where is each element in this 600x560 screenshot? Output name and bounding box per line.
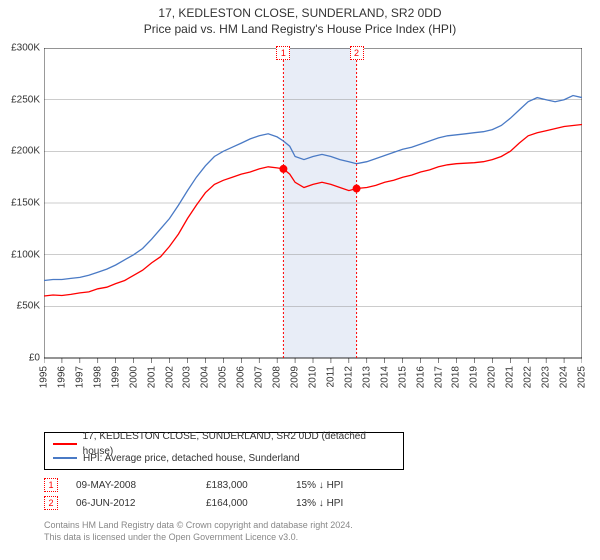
sale-marker-top-icon: 2 <box>350 46 364 60</box>
sales-row: 1 09-MAY-2008 £183,000 15% ↓ HPI <box>44 476 386 494</box>
x-tick-label: 1997 <box>74 366 85 388</box>
x-tick-label: 2010 <box>308 366 319 388</box>
x-tick-label: 2002 <box>164 366 175 388</box>
legend-row: 17, KEDLESTON CLOSE, SUNDERLAND, SR2 0DD… <box>53 437 395 451</box>
y-tick-label: £50K <box>0 301 40 312</box>
chart-svg <box>44 48 582 388</box>
sales-table: 1 09-MAY-2008 £183,000 15% ↓ HPI 2 06-JU… <box>44 476 386 512</box>
x-tick-label: 2003 <box>182 366 193 388</box>
legend-swatch <box>53 457 77 459</box>
x-tick-label: 2011 <box>325 366 336 388</box>
footer-line: This data is licensed under the Open Gov… <box>44 532 353 544</box>
x-tick-label: 2012 <box>343 366 354 388</box>
x-tick-label: 2024 <box>559 366 570 388</box>
x-tick-label: 1998 <box>92 366 103 388</box>
x-tick-label: 1996 <box>56 366 67 388</box>
legend-box: 17, KEDLESTON CLOSE, SUNDERLAND, SR2 0DD… <box>44 432 404 470</box>
y-tick-label: £150K <box>0 198 40 209</box>
sale-diff: 13% ↓ HPI <box>296 498 386 509</box>
footer-line: Contains HM Land Registry data © Crown c… <box>44 520 353 532</box>
x-tick-label: 2004 <box>200 366 211 388</box>
y-tick-label: £300K <box>0 43 40 54</box>
title-block: 17, KEDLESTON CLOSE, SUNDERLAND, SR2 0DD… <box>0 0 600 38</box>
sale-marker-icon: 2 <box>44 496 58 510</box>
x-tick-label: 2008 <box>272 366 283 388</box>
x-tick-label: 2025 <box>577 366 588 388</box>
footer-note: Contains HM Land Registry data © Crown c… <box>44 520 353 543</box>
x-tick-label: 2021 <box>505 366 516 388</box>
x-tick-label: 2020 <box>487 366 498 388</box>
x-tick-label: 2005 <box>218 366 229 388</box>
sales-row: 2 06-JUN-2012 £164,000 13% ↓ HPI <box>44 494 386 512</box>
legend-label: HPI: Average price, detached house, Sund… <box>83 451 300 466</box>
x-tick-label: 1999 <box>110 366 121 388</box>
chart-area <box>44 48 582 388</box>
title-address: 17, KEDLESTON CLOSE, SUNDERLAND, SR2 0DD <box>0 6 600 20</box>
x-tick-label: 2014 <box>379 366 390 388</box>
y-tick-label: £250K <box>0 94 40 105</box>
sale-date: 09-MAY-2008 <box>76 480 206 491</box>
y-tick-label: £100K <box>0 249 40 260</box>
x-tick-label: 2022 <box>523 366 534 388</box>
x-tick-label: 2018 <box>451 366 462 388</box>
x-tick-label: 2007 <box>254 366 265 388</box>
x-tick-label: 2001 <box>146 366 157 388</box>
x-tick-label: 2023 <box>541 366 552 388</box>
x-tick-label: 2013 <box>361 366 372 388</box>
sale-marker-top-icon: 1 <box>276 46 290 60</box>
y-tick-label: £200K <box>0 146 40 157</box>
x-tick-label: 2000 <box>128 366 139 388</box>
sale-date: 06-JUN-2012 <box>76 498 206 509</box>
sale-marker-icon: 1 <box>44 478 58 492</box>
x-tick-label: 2006 <box>236 366 247 388</box>
sale-price: £164,000 <box>206 498 296 509</box>
x-tick-label: 2015 <box>397 366 408 388</box>
title-subtitle: Price paid vs. HM Land Registry's House … <box>0 22 600 36</box>
y-tick-label: £0 <box>0 353 40 364</box>
sale-price: £183,000 <box>206 480 296 491</box>
x-tick-label: 2017 <box>433 366 444 388</box>
sale-diff: 15% ↓ HPI <box>296 480 386 491</box>
x-tick-label: 2009 <box>290 366 301 388</box>
legend-swatch <box>53 443 77 445</box>
chart-container: 17, KEDLESTON CLOSE, SUNDERLAND, SR2 0DD… <box>0 0 600 560</box>
x-tick-label: 2019 <box>469 366 480 388</box>
x-tick-label: 1995 <box>39 366 50 388</box>
x-tick-label: 2016 <box>415 366 426 388</box>
